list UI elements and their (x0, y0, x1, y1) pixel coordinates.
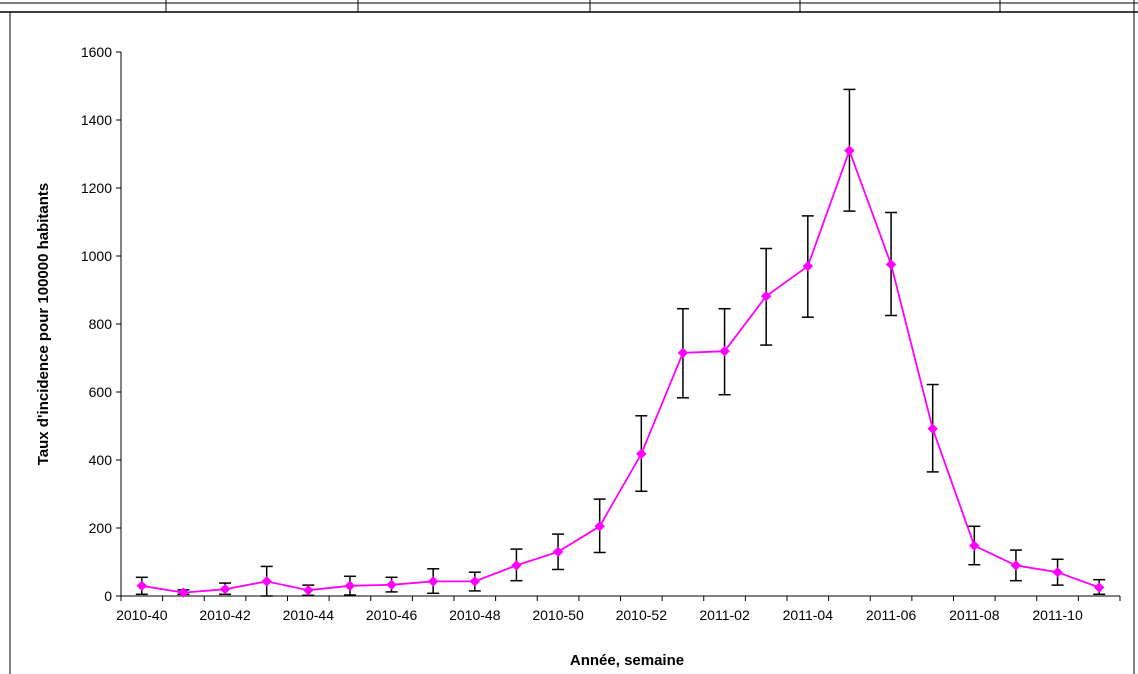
x-tick-label: 2010-44 (283, 607, 335, 623)
x-tick-label: 2010-46 (366, 607, 418, 623)
data-point (927, 423, 938, 434)
x-tick-label: 2011-10 (1032, 607, 1083, 623)
top-border-lines (0, 0, 1138, 13)
data-point (511, 560, 522, 571)
data-point (1093, 582, 1105, 593)
y-tick-label: 600 (89, 384, 113, 400)
data-point (303, 585, 314, 596)
x-tick-label: 2010-48 (449, 607, 501, 623)
data-point (261, 576, 272, 587)
data-point (386, 579, 397, 590)
x-tick-label: 2010-40 (116, 607, 168, 623)
data-point (427, 576, 439, 587)
data-point (677, 347, 689, 359)
x-tick-label: 2011-06 (866, 607, 917, 623)
x-tick-label: 2010-50 (532, 607, 584, 623)
y-tick-label: 400 (89, 452, 113, 468)
x-tick-label: 2011-02 (699, 607, 750, 623)
data-point (594, 521, 605, 532)
data-point (1010, 560, 1022, 571)
x-tick-label: 2011-08 (949, 607, 1000, 623)
plot-area: 0 200 400 600 800 1000 1200 1400 1600 2010-40 2010… (81, 44, 1121, 623)
data-point (719, 345, 730, 357)
y-tick-label: 0 (104, 588, 112, 604)
y-tick-label: 800 (89, 316, 113, 332)
data-point (178, 587, 189, 598)
x-tick-label: 2010-52 (616, 607, 668, 623)
data-point (844, 145, 855, 156)
data-point (219, 583, 231, 595)
x-tick-label: 2010-42 (199, 607, 251, 623)
y-axis-title: Taux d'incidence pour 100000 habitants (35, 183, 52, 466)
x-tick-label: 2011-04 (783, 607, 834, 623)
y-tick-label: 1000 (81, 248, 112, 264)
data-point (636, 448, 647, 460)
data-point (760, 290, 772, 302)
data-point (885, 259, 897, 270)
y-tick-label: 1600 (81, 44, 112, 60)
y-tick-label: 200 (89, 520, 113, 536)
y-tick-label: 1400 (81, 112, 112, 128)
data-point (969, 540, 980, 551)
data-point (344, 580, 356, 592)
data-point (469, 576, 481, 587)
data-point (552, 546, 564, 558)
series-line (141, 147, 1100, 594)
data-point (136, 580, 148, 592)
x-axis-title: Année, semaine (570, 652, 684, 669)
data-point (802, 260, 814, 272)
data-point (1052, 566, 1063, 578)
y-tick-label: 1200 (81, 180, 112, 196)
